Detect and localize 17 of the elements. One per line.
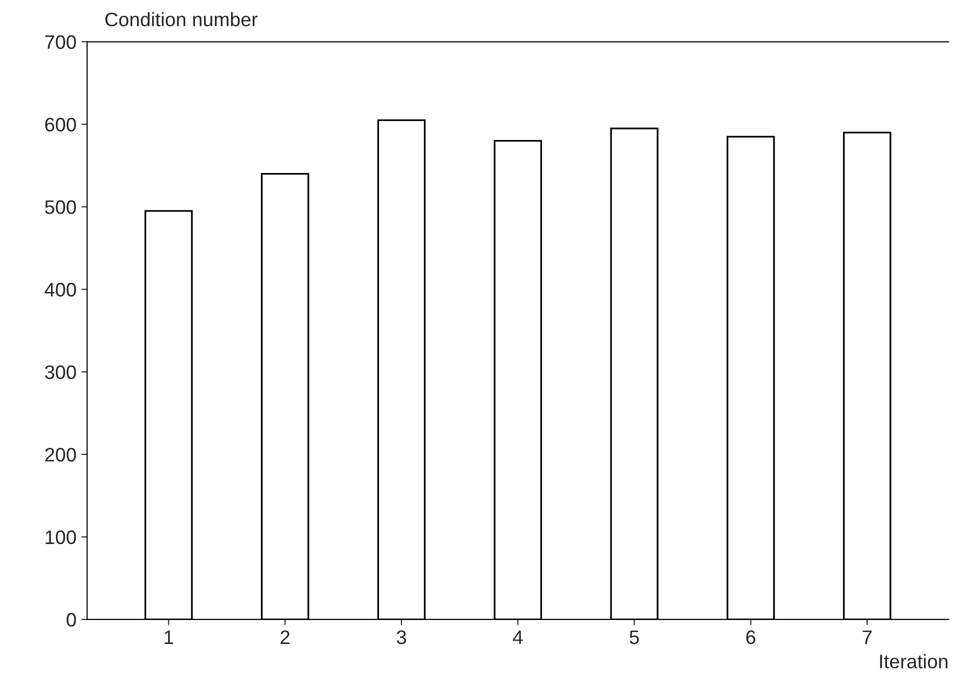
x-tick-label: 5 [630,630,639,644]
y-tick-label: 400 [44,282,76,297]
x-tick-label: 7 [862,630,872,644]
y-tick-label: 600 [45,118,76,132]
x-tick-label: 1 [164,630,174,644]
y-tick-label: 100 [46,530,76,544]
y-tick-label: 300 [45,365,76,380]
y-tick-label: 200 [45,448,76,462]
x-axis-title: Iteration [880,654,948,668]
x-tick-label: 6 [746,630,756,644]
x-tick-label: 4 [512,630,523,644]
x-tick-label: 3 [396,630,406,644]
y-tick-label: 0 [66,612,76,627]
x-tick-label: 2 [280,630,290,644]
y-tick-label: 500 [45,200,76,214]
y-axis-title: Condition number [105,12,258,26]
y-tick-label: 700 [45,35,76,49]
